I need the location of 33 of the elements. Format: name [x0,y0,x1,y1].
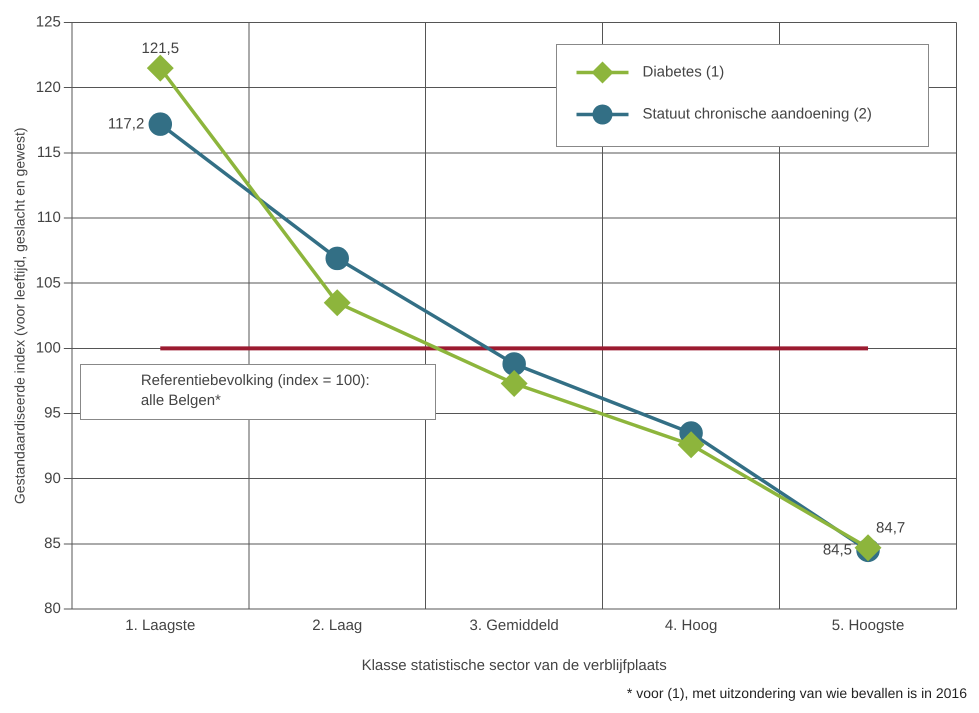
y-tick-label: 110 [36,209,61,226]
y-tick-label: 85 [44,534,61,552]
point [148,55,174,81]
y-tick-label: 95 [44,404,61,422]
x-tick-label: 2. Laag [312,617,362,634]
text: * voor (1), met uitzondering van wie bevallen is in 2016 [626,684,968,701]
y-tick-label: 90 [44,470,61,487]
x-tick-label: 4. Hoog [664,617,718,634]
y-tick-label: 100 [36,339,61,356]
y-axis-title: Gestandaardiseerde index (voor leeftijd, geslacht en gewest) [11,127,28,504]
x-tick-label: 5. Hoogste [832,617,904,634]
y-tick-label: 105 [36,274,61,292]
point [502,352,526,376]
y-tick-label: 115 [36,144,61,161]
y-tick-label: 120 [36,78,61,96]
y-tick-label: 80 [44,600,61,618]
data-label: 121,5 [142,40,180,57]
y-tick-label: 125 [36,14,61,31]
x-tick-label: 1. Laagste [125,617,196,634]
point [148,112,172,136]
x-axis-title: Klasse statistische sector van de verblijfplaats [362,657,667,674]
point [678,432,704,458]
data-label: 84,5 [822,541,852,558]
data-label: 84,7 [876,519,906,536]
point [324,290,350,316]
point [325,246,349,270]
note-box: Referentiebevolking (index = 100): alle Belgen* [80,364,436,420]
point [501,370,527,396]
data-label: 117,2 [108,115,144,132]
legend-label: Diabetes (1) [642,64,724,81]
point [855,534,881,560]
legend-label: Statuut chronische aandoening (2) [642,106,872,123]
x-tick-label: 3. Gemiddeld [470,617,559,634]
